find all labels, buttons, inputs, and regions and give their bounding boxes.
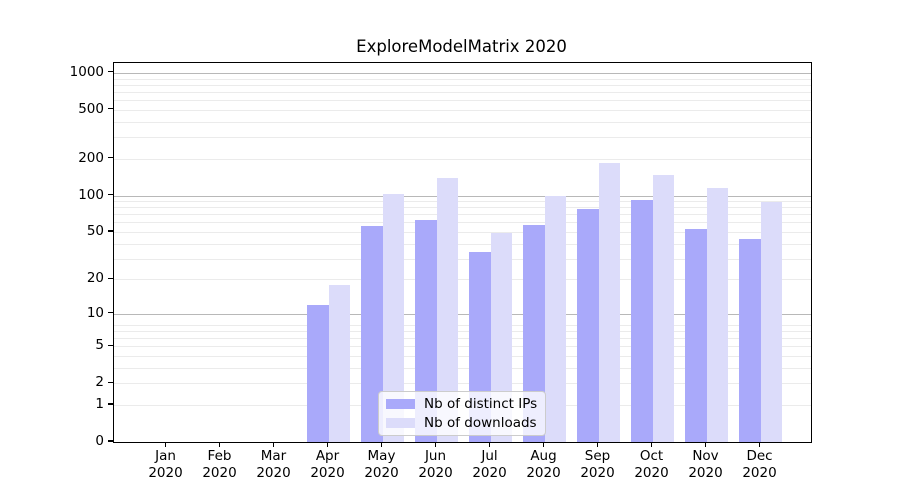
legend-item-distinct-ips: Nb of distinct IPs: [386, 396, 537, 412]
gridline-minor: [114, 258, 811, 260]
y-axis-tick: [108, 381, 113, 383]
gridline-minor: [114, 346, 811, 348]
gridline-minor: [114, 330, 811, 332]
legend-swatch-downloads: [386, 418, 415, 428]
plot-area: [113, 62, 812, 443]
x-axis-tick: [164, 442, 167, 447]
gridline-minor: [114, 158, 811, 160]
legend-swatch-distinct-ips: [386, 399, 415, 409]
y-axis-tick: [108, 440, 113, 442]
y-axis-tick: [108, 277, 113, 279]
gridline-minor: [114, 100, 811, 102]
bar-downloads-may: [382, 193, 404, 442]
bar-ips-jun: [415, 219, 437, 442]
gridline-minor: [114, 222, 811, 224]
gridline-minor: [114, 356, 811, 357]
gridline-minor: [114, 383, 811, 385]
bar-downloads-nov: [706, 187, 728, 442]
legend: Nb of distinct IPs Nb of downloads: [378, 391, 547, 436]
bar-downloads-jun: [436, 178, 458, 442]
x-axis-tick-label: Aug 2020: [526, 448, 561, 481]
gridline-minor: [114, 367, 811, 369]
gridline-minor: [114, 78, 811, 80]
gridline-minor: [114, 84, 811, 86]
gridline-major: [114, 313, 811, 315]
y-axis-tick: [108, 312, 113, 314]
y-axis-tick-label: 2: [95, 374, 104, 391]
gridline-minor: [114, 201, 811, 202]
y-axis-tick: [108, 193, 113, 196]
y-axis-tick-label: 500: [78, 100, 104, 117]
bar-ips-apr: [307, 305, 329, 442]
x-axis-tick-label: Nov 2020: [688, 448, 723, 481]
y-axis-tick-label: 10: [86, 304, 104, 321]
gridline-minor: [114, 92, 811, 93]
gridline-minor: [114, 338, 811, 340]
y-axis-tick-label: 50: [86, 223, 104, 239]
x-axis-tick: [596, 442, 599, 447]
gridline-minor: [114, 279, 811, 281]
legend-item-downloads: Nb of downloads: [386, 415, 537, 431]
y-axis-tick: [108, 157, 113, 159]
gridline-minor: [114, 207, 811, 209]
bar-downloads-jul: [490, 233, 512, 442]
gridline-minor: [114, 121, 811, 123]
x-axis-tick-label: Jun 2020: [418, 448, 453, 481]
x-axis-tick-label: Apr 2020: [310, 448, 345, 481]
gridline-minor: [114, 137, 811, 139]
x-axis-tick-label: Jan 2020: [148, 448, 183, 481]
legend-label-downloads: Nb of downloads: [424, 415, 537, 431]
y-axis-tick-label: 0: [95, 433, 104, 449]
bar-ips-may: [361, 226, 383, 442]
x-axis-tick: [380, 442, 383, 447]
gridline-minor: [114, 109, 811, 111]
gridline-minor: [114, 232, 811, 233]
x-axis-tick: [758, 442, 761, 447]
y-axis-tick-label: 200: [78, 149, 104, 166]
bar-ips-oct: [631, 199, 653, 442]
bar-ips-dec: [739, 238, 761, 442]
y-axis-tick: [108, 108, 113, 110]
y-axis-tick-label: 1: [95, 396, 104, 412]
y-axis-tick: [108, 403, 113, 405]
x-axis-tick-label: Mar 2020: [256, 448, 291, 481]
x-axis-tick: [326, 442, 329, 447]
chart-title: ExploreModelMatrix 2020: [356, 37, 567, 56]
bar-downloads-dec: [760, 202, 782, 442]
x-axis-tick-label: Sep 2020: [580, 448, 615, 481]
bar-downloads-oct: [652, 174, 674, 442]
x-axis-tick: [488, 442, 491, 447]
bar-ips-nov: [685, 228, 707, 442]
gridline-minor: [114, 243, 811, 245]
x-axis-tick-label: Feb 2020: [202, 448, 237, 481]
y-axis-tick-label: 20: [86, 270, 104, 287]
gridline-minor: [114, 324, 811, 326]
gridline-major: [114, 195, 811, 197]
y-axis-tick: [108, 344, 113, 346]
bar-ips-aug: [523, 225, 545, 442]
legend-label-distinct-ips: Nb of distinct IPs: [424, 396, 538, 412]
bar-downloads-sep: [598, 162, 620, 442]
x-axis-tick-label: Jul 2020: [472, 448, 507, 481]
gridline-major: [114, 72, 811, 74]
gridline-minor: [114, 214, 811, 216]
bar-downloads-aug: [544, 195, 566, 442]
x-axis-tick: [218, 442, 221, 447]
bar-ips-sep: [577, 208, 599, 442]
x-axis-tick: [434, 442, 437, 447]
x-axis-tick: [272, 442, 275, 447]
x-axis-tick: [542, 442, 545, 447]
y-axis-tick-label: 5: [95, 337, 104, 354]
x-axis-tick-label: May 2020: [364, 448, 399, 481]
x-axis-tick-label: Dec 2020: [742, 448, 777, 481]
x-axis-tick: [704, 442, 707, 447]
bar-downloads-apr: [328, 284, 350, 442]
y-axis-tick-label: 1000: [69, 63, 104, 80]
x-axis-tick-label: Oct 2020: [634, 448, 669, 481]
y-axis-tick: [108, 230, 113, 232]
y-axis-tick: [108, 71, 113, 73]
x-axis-tick: [650, 442, 653, 447]
y-axis-tick-label: 100: [78, 186, 104, 203]
